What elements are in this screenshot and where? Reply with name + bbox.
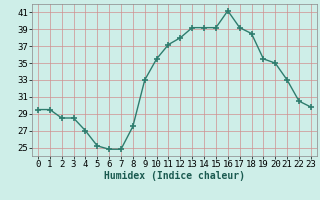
X-axis label: Humidex (Indice chaleur): Humidex (Indice chaleur): [104, 171, 245, 181]
